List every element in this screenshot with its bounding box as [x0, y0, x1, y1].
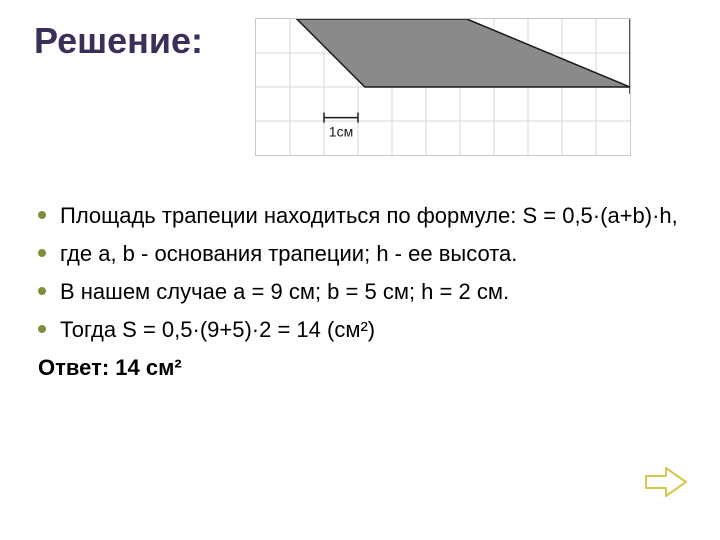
list-item: В нашем случае a = 9 см; b = 5 см; h = 2… [38, 276, 680, 308]
answer-text: Ответ: 14 см² [38, 352, 680, 384]
next-arrow-icon[interactable] [644, 464, 688, 500]
bullet-list: Площадь трапеции находиться по формуле: … [38, 200, 680, 346]
list-item: где a, b - основания трапеции; h - ее вы… [38, 238, 680, 270]
page-title: Решение: [34, 20, 203, 62]
list-item: Тогда S = 0,5·(9+5)·2 = 14 (см²) [38, 314, 680, 346]
trapezoid-diagram: 1см [255, 18, 631, 156]
svg-text:1см: 1см [329, 124, 353, 140]
solution-content: Площадь трапеции находиться по формуле: … [38, 200, 680, 383]
list-item: Площадь трапеции находиться по формуле: … [38, 200, 680, 232]
slide: Решение: 1см Площадь трапеции находиться… [0, 0, 720, 540]
